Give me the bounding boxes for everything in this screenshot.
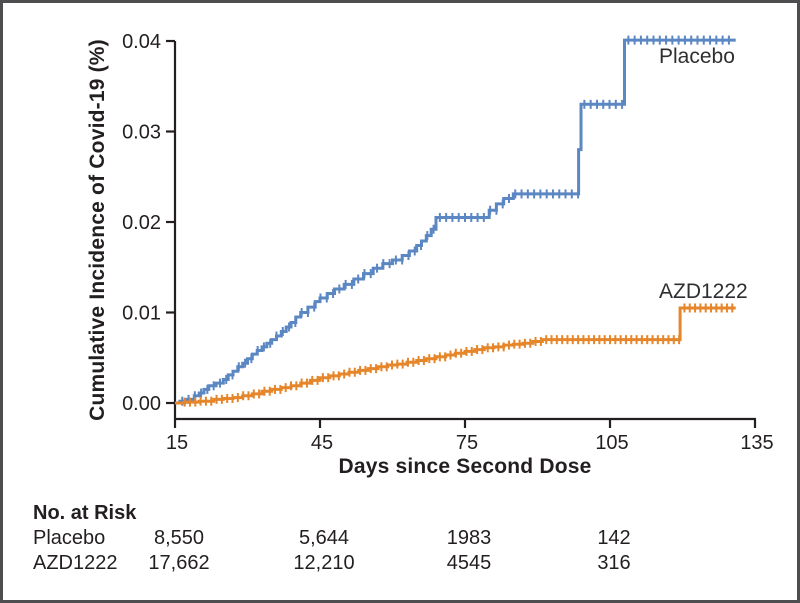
- svg-text:75: 75: [456, 432, 478, 454]
- svg-text:0.00: 0.00: [122, 393, 161, 415]
- svg-text:45: 45: [311, 432, 333, 454]
- svg-text:15: 15: [166, 432, 188, 454]
- svg-text:0.04: 0.04: [122, 31, 161, 53]
- risk-value: 17,662: [148, 552, 210, 574]
- risk-value: 142: [597, 527, 631, 549]
- risk-table-row: AZD1222 17,662 12,210 4545 316: [3, 552, 797, 576]
- risk-value: 1983: [446, 527, 492, 549]
- series-label-placebo: Placebo: [659, 45, 735, 68]
- risk-table-row: Placebo 8,550 5,644 1983 142: [3, 527, 797, 551]
- risk-value: 12,210: [293, 552, 355, 574]
- svg-text:135: 135: [740, 432, 773, 454]
- risk-value: 316: [597, 552, 631, 574]
- chart-canvas: 0.00 0.01 0.02 0.03 0.04 15 45 75 105 135: [122, 31, 774, 454]
- svg-text:105: 105: [595, 432, 628, 454]
- risk-value: 8,550: [153, 527, 205, 549]
- x-axis-title: Days since Second Dose: [338, 455, 592, 478]
- risk-row-label: AZD1222: [33, 552, 118, 574]
- series-label-azd1222: AZD1222: [659, 280, 748, 303]
- risk-value: 5,644: [298, 527, 350, 549]
- svg-text:0.03: 0.03: [122, 122, 161, 144]
- risk-value: 4545: [446, 552, 492, 574]
- risk-row-label: Placebo: [33, 527, 106, 549]
- svg-text:0.01: 0.01: [122, 303, 161, 325]
- svg-text:0.02: 0.02: [122, 212, 161, 234]
- risk-table-header: No. at Risk: [33, 502, 137, 524]
